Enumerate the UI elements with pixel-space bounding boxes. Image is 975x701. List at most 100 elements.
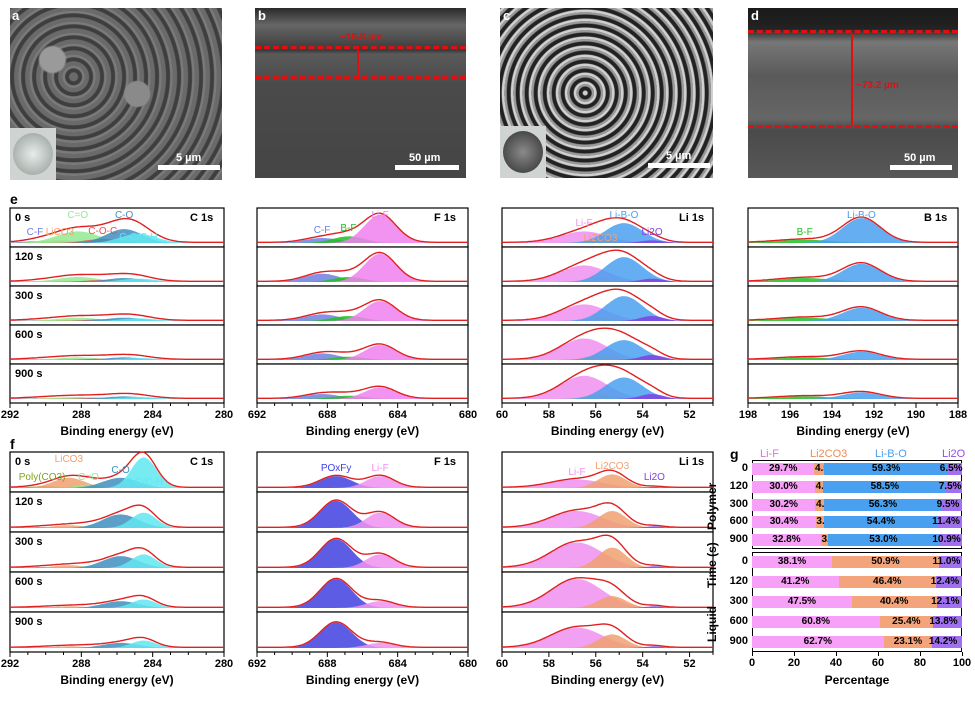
scale-label: 5 µm: [176, 152, 202, 164]
peak-lico3: [10, 525, 224, 528]
bar-segment-li2o: [939, 534, 962, 547]
component-label: Li2CO3: [583, 233, 618, 244]
bar-segment-li-b-o: [823, 498, 943, 511]
envelope-fit: [257, 251, 468, 282]
bar-value-label: 38.1%: [777, 556, 807, 567]
coin-photo-inset: [500, 126, 546, 178]
bar-segment-li2o: [946, 480, 962, 493]
x-tick-label: 0: [748, 657, 756, 669]
peak-b-f: [748, 357, 958, 360]
bar-segment-li2co3: [815, 516, 824, 529]
peak-li-f: [257, 387, 468, 399]
peak-c-o: [10, 357, 224, 360]
y-tick-label: 600: [729, 515, 748, 528]
peak-li-f: [502, 542, 713, 568]
component-label: Li-B-O: [609, 210, 639, 222]
component-label: C=O: [67, 210, 89, 221]
envelope-fit: [257, 299, 468, 321]
peak-li-f: [257, 301, 468, 321]
bar-segment-li2co3: [879, 616, 933, 628]
x-tick-label: 188: [948, 409, 968, 421]
x-tick-label: 60: [495, 658, 509, 670]
y-tick-label: 900: [729, 533, 748, 546]
x-tick-label: 684: [388, 409, 407, 421]
component-label: Li-F: [568, 466, 586, 478]
envelope-fit: [257, 621, 468, 648]
component-label: Li-F: [575, 218, 593, 230]
peak-lico3: [10, 646, 224, 648]
dashed-line-bottom: [748, 125, 958, 128]
envelope-fit: [502, 469, 713, 488]
peak-c-o: [10, 396, 224, 399]
x-tick-label: 60: [495, 409, 509, 421]
bar-value-label: 12.1%: [931, 596, 960, 607]
legend-li-b-o: Li-B-O: [875, 448, 907, 460]
envelope-fit: [501, 576, 713, 608]
thickness-arrow: [357, 50, 359, 76]
peak-lico3: [10, 565, 224, 568]
component-label: Li-F: [371, 463, 389, 475]
envelope-fit: [9, 451, 224, 488]
bar-value-label: 41.2%: [781, 576, 810, 587]
envelope-fit: [502, 288, 713, 321]
bar-value-label: 29.7%: [768, 462, 798, 474]
peak-c-c-c-h: [10, 358, 224, 360]
x-tick-label: 192: [864, 409, 884, 421]
peak-li2o: [502, 278, 713, 282]
scale-bar: [890, 165, 952, 170]
dashed-line-top: [255, 46, 466, 49]
bar-value-label: 46.4%: [873, 576, 902, 587]
x-axis-title: Binding energy (eV): [550, 673, 665, 687]
scale-label: 5 µm: [666, 150, 692, 162]
peak-c-o: [10, 357, 224, 360]
scale-bar: [395, 165, 459, 170]
x-tick-label: 20: [787, 657, 801, 669]
y-tick-label: 600: [729, 615, 748, 627]
bar-segment-li2co3: [820, 534, 828, 547]
bar-value-label: 59.3%: [871, 462, 901, 474]
bar-value-label: 14.2%: [928, 636, 958, 647]
envelope-fit: [257, 385, 468, 399]
sem-image-a: 5 µm: [10, 8, 222, 180]
x-tick-label: 284: [143, 409, 162, 421]
component-label: Li2O: [641, 226, 663, 238]
component-label: C-O-C: [88, 226, 118, 238]
peak-li-b-o: [748, 218, 958, 243]
peak-li-b-o: [502, 296, 713, 321]
x-tick: [752, 652, 753, 656]
x-tick: [836, 652, 837, 656]
peak-lico3: [10, 606, 224, 608]
peak-lico3: [10, 477, 224, 488]
bar-value-label: 40.4%: [879, 596, 909, 607]
panel-label-e: e: [10, 191, 18, 207]
peak-li2o: [502, 526, 713, 528]
scale-label: 50 µm: [409, 152, 441, 164]
bar-value-label: 11.4%: [932, 516, 960, 528]
envelope-fit: [257, 343, 468, 360]
component-label: C-C/C-H: [119, 231, 158, 243]
bar-segment-li2o: [933, 616, 962, 628]
sem-image-b: ~16.8 µm 50 µm: [255, 8, 466, 178]
bar-value-label: 13.8%: [929, 616, 958, 627]
bar-segment-li2o: [936, 596, 962, 608]
bar-segment-li2co3: [814, 462, 824, 475]
bar-value-label: 47.5%: [787, 596, 817, 607]
peak-c-o: [10, 317, 224, 321]
envelope-fit: [9, 313, 224, 321]
x-tick-label: 194: [822, 409, 842, 421]
y-tick-label: 300: [729, 595, 748, 607]
peak-c-c-c-h: [10, 278, 224, 282]
xps-subpanel: [256, 611, 469, 653]
bar-segment-li-f: [752, 596, 852, 608]
peak-c-f: [257, 273, 468, 282]
bar-segment-li2co3: [851, 596, 937, 608]
peak-b-f: [748, 396, 958, 399]
peak-li-b-o: [748, 351, 958, 360]
peak-c-o: [10, 477, 224, 488]
core-level-title: Li 1s: [679, 212, 705, 224]
envelope-fit: [502, 327, 713, 360]
bar-value-label: 62.7%: [803, 636, 833, 647]
peak-b-f: [748, 239, 958, 243]
time-label: 600 s: [15, 329, 43, 341]
scale-bar: [648, 163, 710, 168]
